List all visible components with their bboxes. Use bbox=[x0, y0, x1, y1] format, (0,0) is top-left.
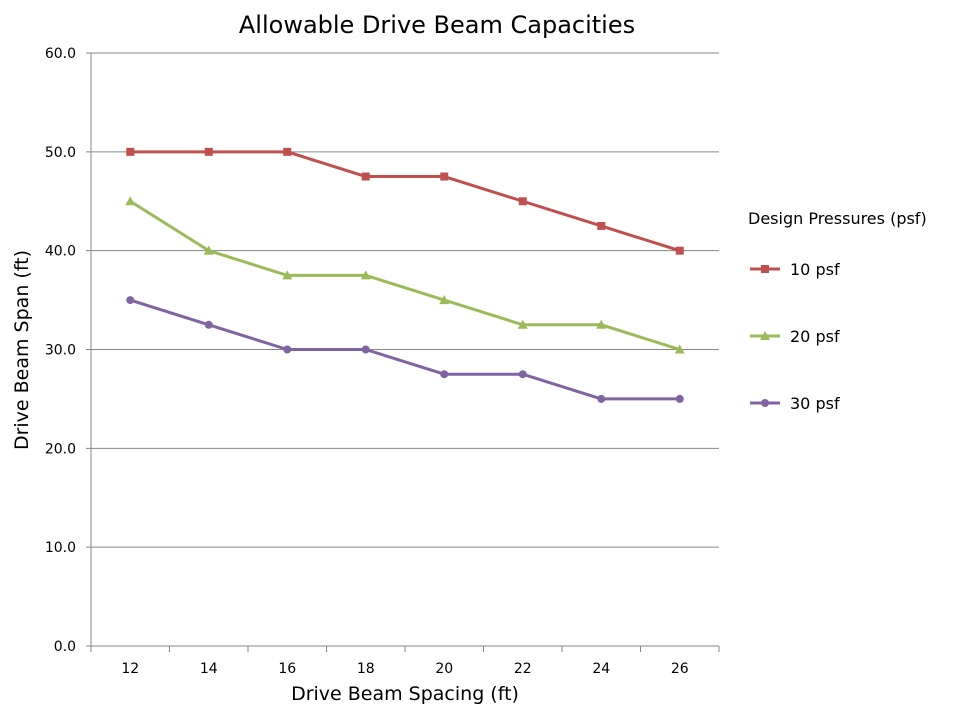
legend-title: Design Pressures (psf) bbox=[748, 209, 927, 228]
x-tick-label: 20 bbox=[435, 661, 453, 677]
series-line bbox=[130, 150, 681, 253]
y-tick-label: 0.0 bbox=[54, 639, 76, 655]
legend-marker bbox=[760, 331, 770, 340]
y-tick-label: 60.0 bbox=[45, 46, 76, 62]
data-point bbox=[282, 270, 293, 280]
data-point bbox=[204, 320, 213, 329]
data-point bbox=[597, 394, 606, 403]
data-point bbox=[439, 295, 450, 305]
data-point bbox=[283, 345, 292, 354]
x-tick-label: 22 bbox=[514, 661, 532, 677]
x-tick-label: 24 bbox=[592, 661, 610, 677]
legend-label: 10 psf bbox=[790, 260, 840, 279]
x-tick-label: 16 bbox=[278, 661, 296, 677]
data-point bbox=[361, 172, 370, 181]
data-point bbox=[361, 345, 370, 354]
data-point bbox=[597, 221, 606, 230]
data-point bbox=[126, 296, 135, 305]
y-tick-label: 50.0 bbox=[45, 145, 76, 161]
data-point bbox=[283, 147, 292, 156]
data-point bbox=[674, 344, 685, 354]
legend-item: 30 psf bbox=[750, 394, 840, 413]
series-line bbox=[129, 298, 680, 401]
data-point bbox=[203, 245, 214, 255]
y-axis-title: Drive Beam Span (ft) bbox=[11, 250, 33, 450]
data-point bbox=[518, 197, 527, 206]
series-10-psf bbox=[126, 147, 684, 255]
x-tick-label: 12 bbox=[121, 661, 139, 677]
y-tick-label: 40.0 bbox=[45, 244, 76, 260]
data-point bbox=[440, 172, 449, 181]
x-tick-label: 26 bbox=[671, 661, 689, 677]
y-tick-label: 30.0 bbox=[45, 343, 76, 359]
data-point bbox=[675, 246, 684, 255]
legend-item: 10 psf bbox=[750, 260, 840, 279]
data-point bbox=[126, 147, 135, 156]
x-axis-title: Drive Beam Spacing (ft) bbox=[291, 683, 519, 705]
x-tick-label: 14 bbox=[200, 661, 218, 677]
series-line bbox=[129, 199, 681, 351]
legend-item: 20 psf bbox=[750, 327, 840, 346]
gridlines bbox=[86, 52, 719, 647]
legend-marker bbox=[761, 399, 769, 407]
data-point bbox=[440, 370, 449, 379]
data-point bbox=[517, 319, 528, 329]
data-point bbox=[125, 196, 136, 206]
y-tick-labels: 0.0 10.0 20.0 30.0 40.0 50.0 60.0 bbox=[45, 46, 76, 655]
legend: Design Pressures (psf) 10 psf 20 psf 30 ps… bbox=[748, 209, 927, 413]
legend-label: 30 psf bbox=[790, 394, 840, 413]
chart-title: Allowable Drive Beam Capacities bbox=[239, 11, 635, 39]
legend-marker bbox=[761, 265, 769, 273]
series-20-psf bbox=[125, 196, 685, 354]
y-tick-label: 20.0 bbox=[45, 441, 76, 457]
data-point bbox=[518, 370, 527, 379]
data-point bbox=[360, 270, 371, 280]
data-point bbox=[675, 394, 684, 403]
y-tick-label: 10.0 bbox=[45, 540, 76, 556]
x-tick-labels: 12 14 16 18 20 22 24 26 bbox=[90, 646, 720, 677]
data-point bbox=[204, 147, 213, 156]
series-30-psf bbox=[126, 296, 684, 403]
legend-label: 20 psf bbox=[790, 327, 840, 346]
x-tick-label: 18 bbox=[357, 661, 375, 677]
data-point bbox=[596, 319, 607, 329]
series-layer bbox=[125, 147, 685, 403]
